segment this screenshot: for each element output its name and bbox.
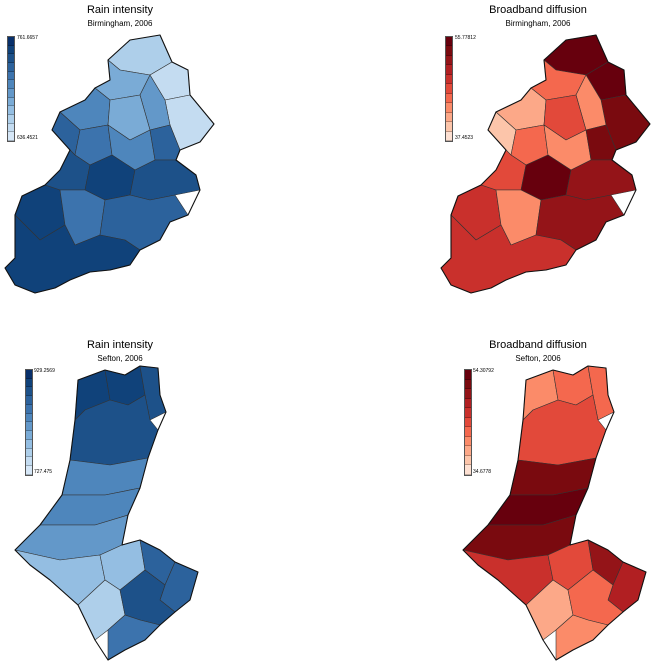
legend-swatch — [446, 112, 452, 123]
legend-swatch — [465, 465, 471, 475]
legend-swatch — [446, 65, 452, 75]
panel-subtitle: Sefton, 2006 — [515, 354, 561, 363]
legend-min-label: 37.4523 — [455, 135, 474, 141]
legend-swatch — [446, 93, 452, 104]
legend-swatch — [26, 413, 32, 423]
legend-max-label: 55.77812 — [455, 35, 476, 41]
legend-swatch — [26, 404, 32, 414]
legend-max-label: 761.6657 — [17, 35, 38, 41]
legend-swatch — [26, 378, 32, 388]
panel-subtitle: Sefton, 2006 — [97, 354, 143, 363]
legend-swatch — [26, 396, 32, 405]
map-outline — [4, 34, 215, 294]
legend-swatch — [8, 80, 14, 89]
legend-swatch — [8, 54, 14, 63]
legend-swatch — [8, 37, 14, 46]
legend-swatch — [26, 431, 32, 440]
legend-swatch — [446, 37, 452, 47]
legend-swatch — [26, 422, 32, 432]
panel-title: Rain intensity — [86, 339, 154, 351]
map-outline — [440, 34, 651, 294]
panel-subtitle: Birmingham, 2006 — [87, 19, 153, 28]
legend-bar — [7, 36, 15, 142]
legend-swatch — [446, 46, 452, 56]
legend-swatch — [465, 446, 471, 456]
legend-swatch — [465, 436, 471, 447]
legend-swatch — [8, 62, 14, 72]
legend-swatch — [465, 379, 471, 390]
panel-title: Broadband diffusion — [489, 339, 587, 351]
legend-bar — [25, 369, 33, 476]
legend-swatch — [8, 88, 14, 98]
legend-swatch — [8, 132, 14, 141]
panel-title: Broadband diffusion — [489, 4, 587, 16]
map-outline — [14, 365, 199, 661]
legend-swatch — [465, 427, 471, 437]
legend-swatch — [446, 103, 452, 113]
legend-max-label: 54.30792 — [473, 368, 494, 374]
legend-swatch — [446, 74, 452, 85]
legend-swatch — [26, 439, 32, 449]
legend-swatch — [465, 417, 471, 428]
legend-swatch — [446, 131, 452, 141]
legend-swatch — [26, 466, 32, 475]
legend-swatch — [26, 370, 32, 379]
legend-swatch — [465, 370, 471, 380]
legend-min-label: 34.6778 — [473, 469, 492, 475]
legend-swatch — [446, 84, 452, 94]
legend-swatch — [465, 455, 471, 466]
legend-swatch — [26, 457, 32, 467]
legend-swatch — [8, 106, 14, 115]
panel-subtitle: Birmingham, 2006 — [505, 19, 571, 28]
panel-title: Rain intensity — [86, 4, 154, 16]
legend-swatch — [465, 408, 471, 418]
legend-bar — [464, 369, 472, 476]
legend-swatch — [465, 398, 471, 409]
legend-bar — [445, 36, 453, 142]
legend-swatch — [26, 448, 32, 458]
legend-swatch — [8, 45, 14, 55]
legend-swatch — [446, 55, 452, 66]
legend-max-label: 929.2569 — [34, 368, 55, 374]
legend-min-label: 636.4521 — [17, 135, 38, 141]
legend-swatch — [465, 389, 471, 399]
legend-swatch — [8, 114, 14, 124]
legend-swatch — [8, 97, 14, 107]
legend-min-label: 727.475 — [34, 469, 53, 475]
legend-swatch — [446, 122, 452, 132]
map-outline — [462, 365, 647, 661]
legend-swatch — [8, 71, 14, 81]
legend-swatch — [26, 387, 32, 397]
legend-swatch — [8, 123, 14, 133]
